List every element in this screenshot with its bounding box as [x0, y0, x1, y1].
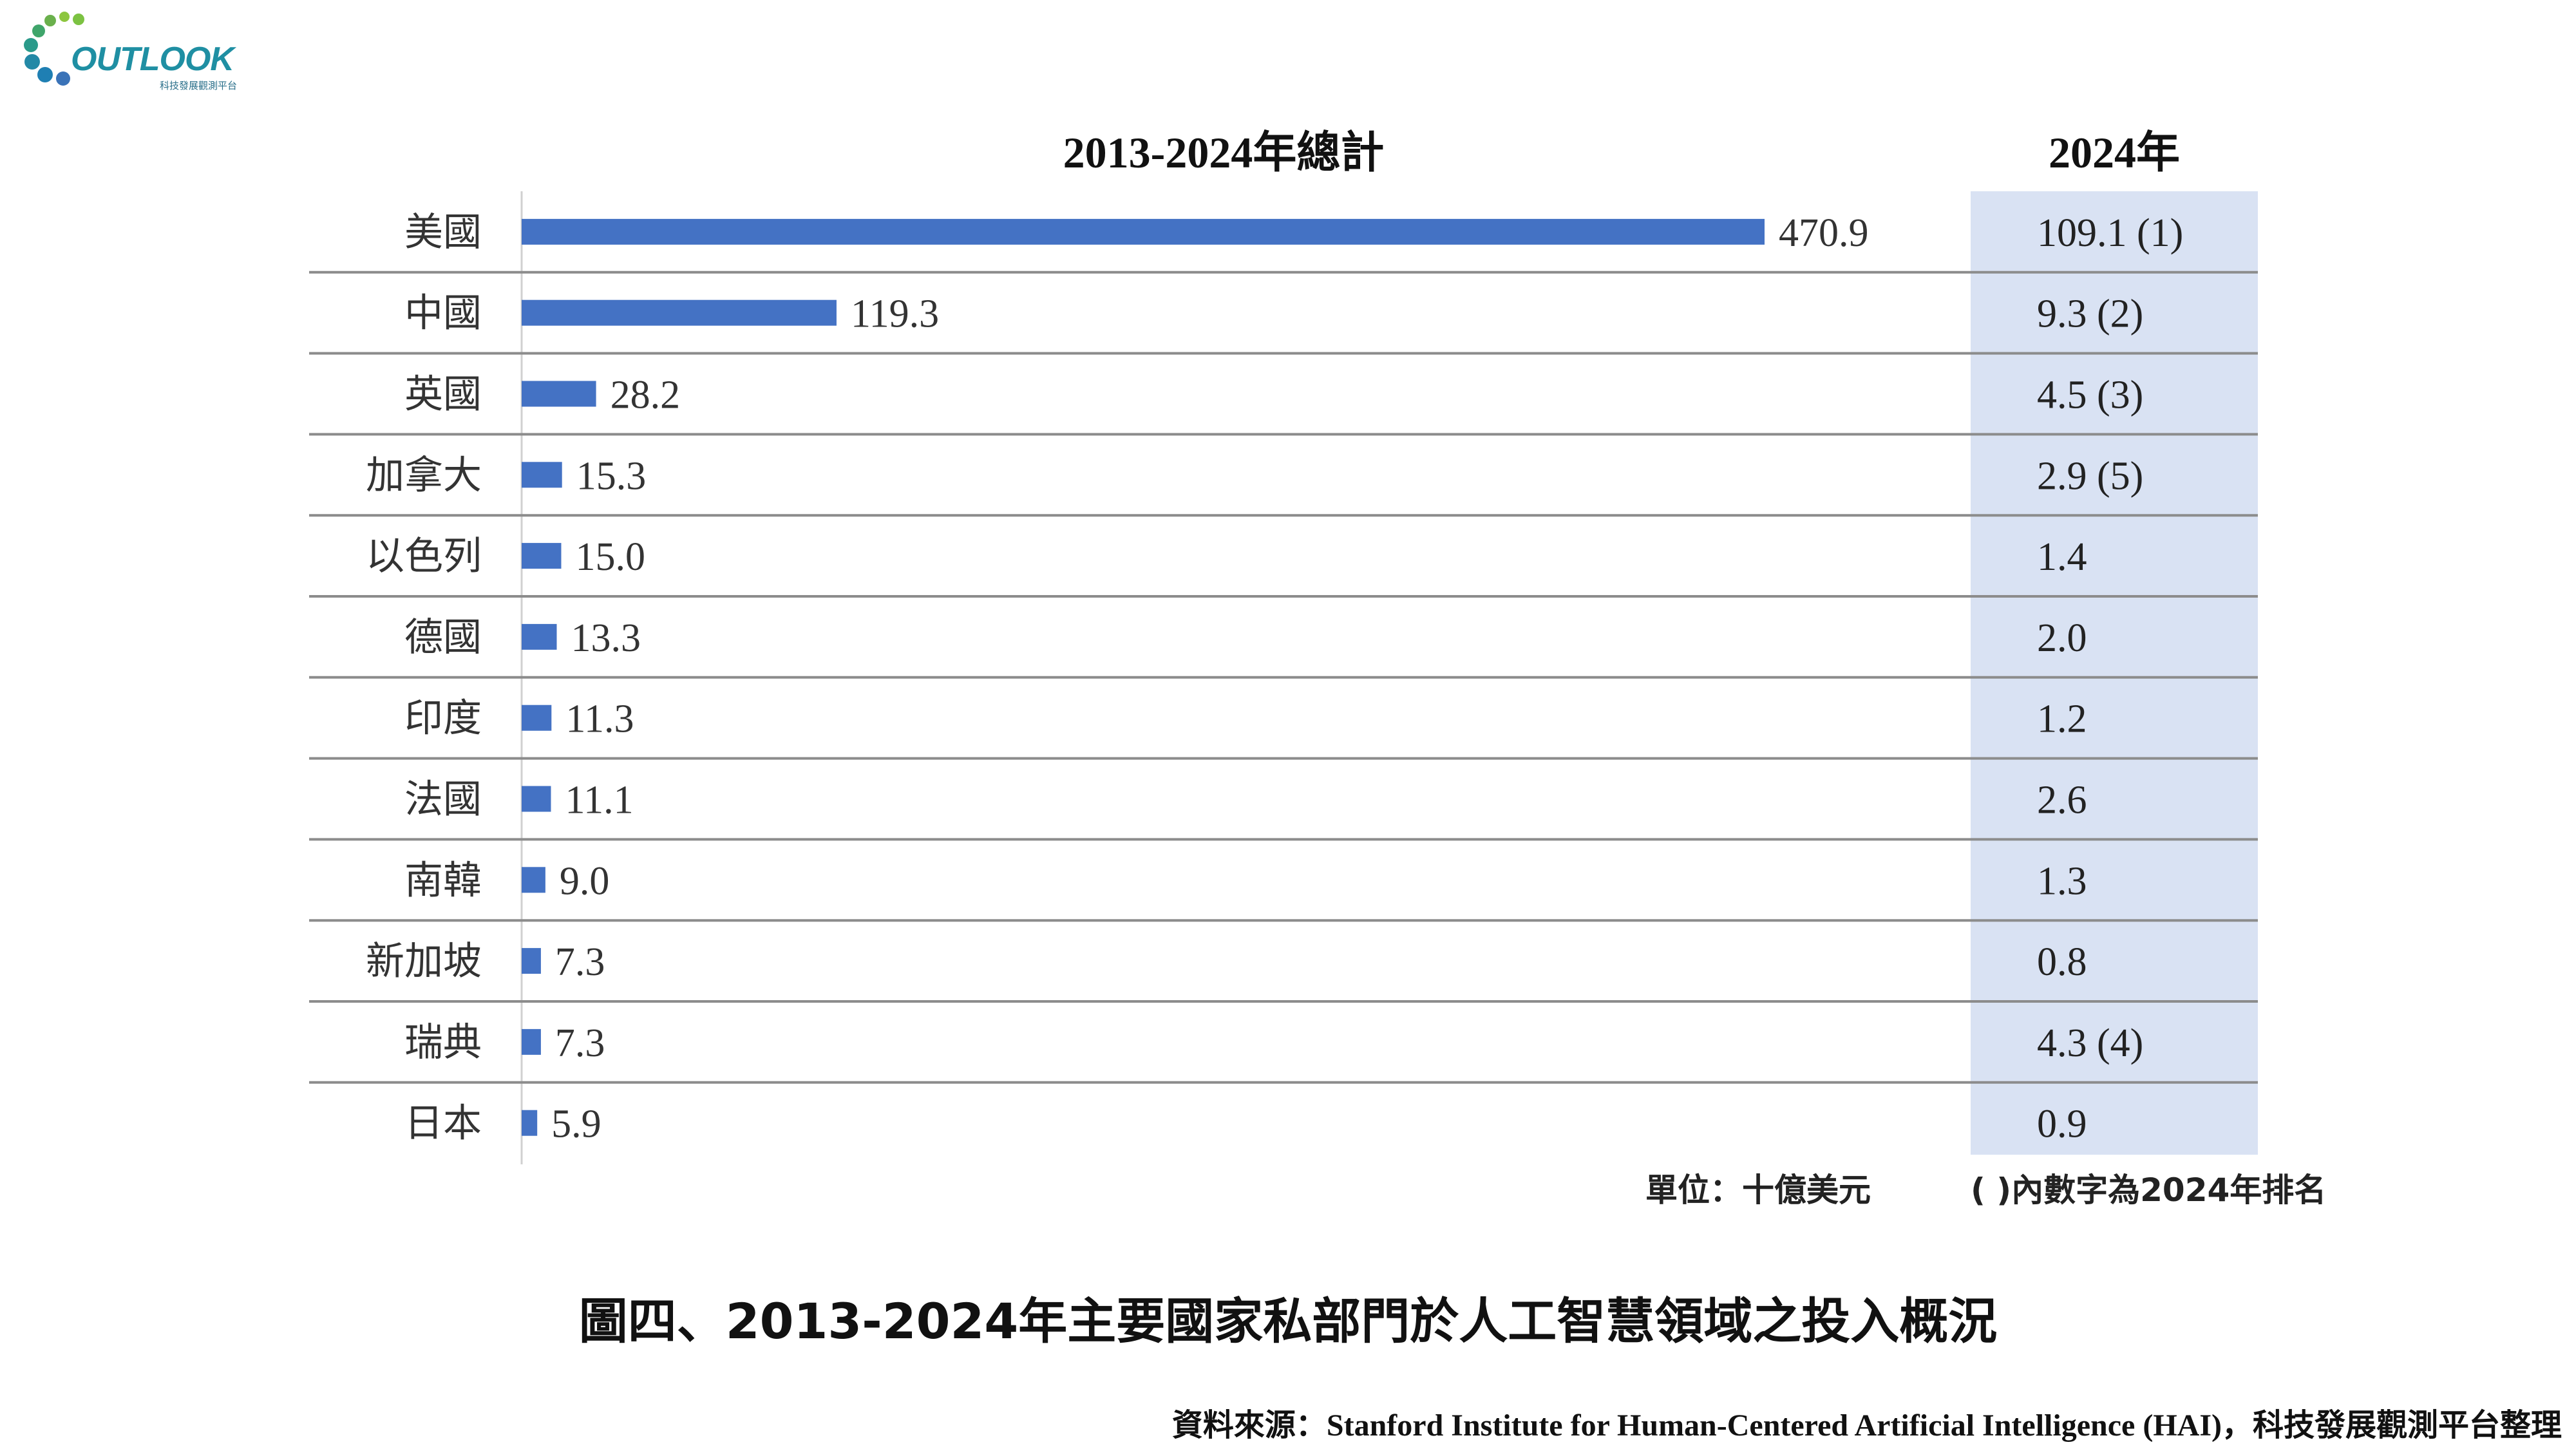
bar-value-label: 15.3	[576, 454, 647, 498]
bar	[522, 1110, 538, 1136]
category-label: 印度	[404, 696, 482, 741]
bar-value-label: 119.3	[851, 292, 939, 336]
side-column-background	[1971, 191, 2258, 1155]
category-label: 德國	[404, 615, 482, 660]
unit-note: 單位：十億美元	[1645, 1171, 1871, 1209]
bar	[522, 299, 837, 326]
category-label: 瑞典	[404, 1020, 482, 1065]
bar-value-label: 28.2	[611, 374, 680, 417]
bar-value-label: 7.3	[555, 1021, 605, 1065]
category-label: 加拿大	[366, 453, 482, 498]
side-value-label: 1.4	[2037, 535, 2087, 579]
bar	[522, 462, 562, 488]
side-value-label: 9.3 (2)	[2037, 292, 2143, 336]
side-value-label: 1.3	[2037, 859, 2087, 903]
bar-value-label: 5.9	[551, 1103, 601, 1146]
bar-value-label: 11.1	[565, 779, 633, 822]
logo-wordmark: OUTLOOK	[71, 41, 234, 78]
category-label: 美國	[404, 210, 482, 255]
bar-value-label: 15.0	[575, 535, 645, 579]
bar	[522, 381, 596, 407]
bar	[522, 218, 1765, 245]
category-label: 中國	[404, 291, 482, 336]
side-column-title: 2024年	[2049, 128, 2180, 177]
side-value-label: 4.5 (3)	[2037, 374, 2143, 417]
bar-value-label: 470.9	[1779, 211, 1869, 255]
investment-bar-chart: 2013-2024年總計 2024年 美國 470.9 109.1 (1) 中國 119…	[309, 128, 2258, 1164]
category-label: 以色列	[366, 534, 482, 579]
bar	[522, 705, 552, 731]
category-label: 日本	[404, 1101, 482, 1146]
side-value-label: 0.9	[2037, 1103, 2087, 1146]
bar-value-label: 9.0	[560, 859, 610, 903]
figure-caption: 圖四、2013-2024年主要國家私部門於人工智慧領域之投入概況	[578, 1293, 1998, 1350]
side-value-label: 4.3 (4)	[2037, 1021, 2143, 1065]
chart-title: 2013-2024年總計	[1063, 128, 1385, 177]
bar	[522, 948, 541, 974]
bar-value-label: 7.3	[555, 940, 605, 984]
side-value-label: 109.1 (1)	[2037, 211, 2183, 255]
rank-note: ( )內數字為2024年排名	[1971, 1171, 2327, 1209]
category-label: 英國	[404, 372, 482, 417]
bar	[522, 1028, 541, 1055]
bar	[522, 623, 557, 650]
category-label: 法國	[404, 777, 482, 822]
bar	[522, 543, 562, 569]
category-label: 新加坡	[366, 939, 482, 984]
side-value-label: 2.6	[2037, 779, 2087, 822]
logo-dots-icon	[24, 12, 84, 86]
side-value-label: 1.2	[2037, 697, 2087, 741]
logo-subtitle: 科技發展觀測平台	[160, 80, 238, 91]
bar	[522, 867, 545, 893]
source-note: 資料來源：Stanford Institute for Human-Center…	[1171, 1408, 2562, 1443]
side-value-label: 2.0	[2037, 616, 2087, 660]
side-value-label: 2.9 (5)	[2037, 454, 2143, 498]
side-value-label: 0.8	[2037, 940, 2087, 984]
bar	[522, 786, 551, 812]
outlook-logo: OUTLOOK 科技發展觀測平台	[19, 12, 238, 91]
category-label: 南韓	[404, 858, 482, 903]
bar-value-label: 11.3	[565, 697, 634, 741]
bar-value-label: 13.3	[571, 616, 641, 660]
